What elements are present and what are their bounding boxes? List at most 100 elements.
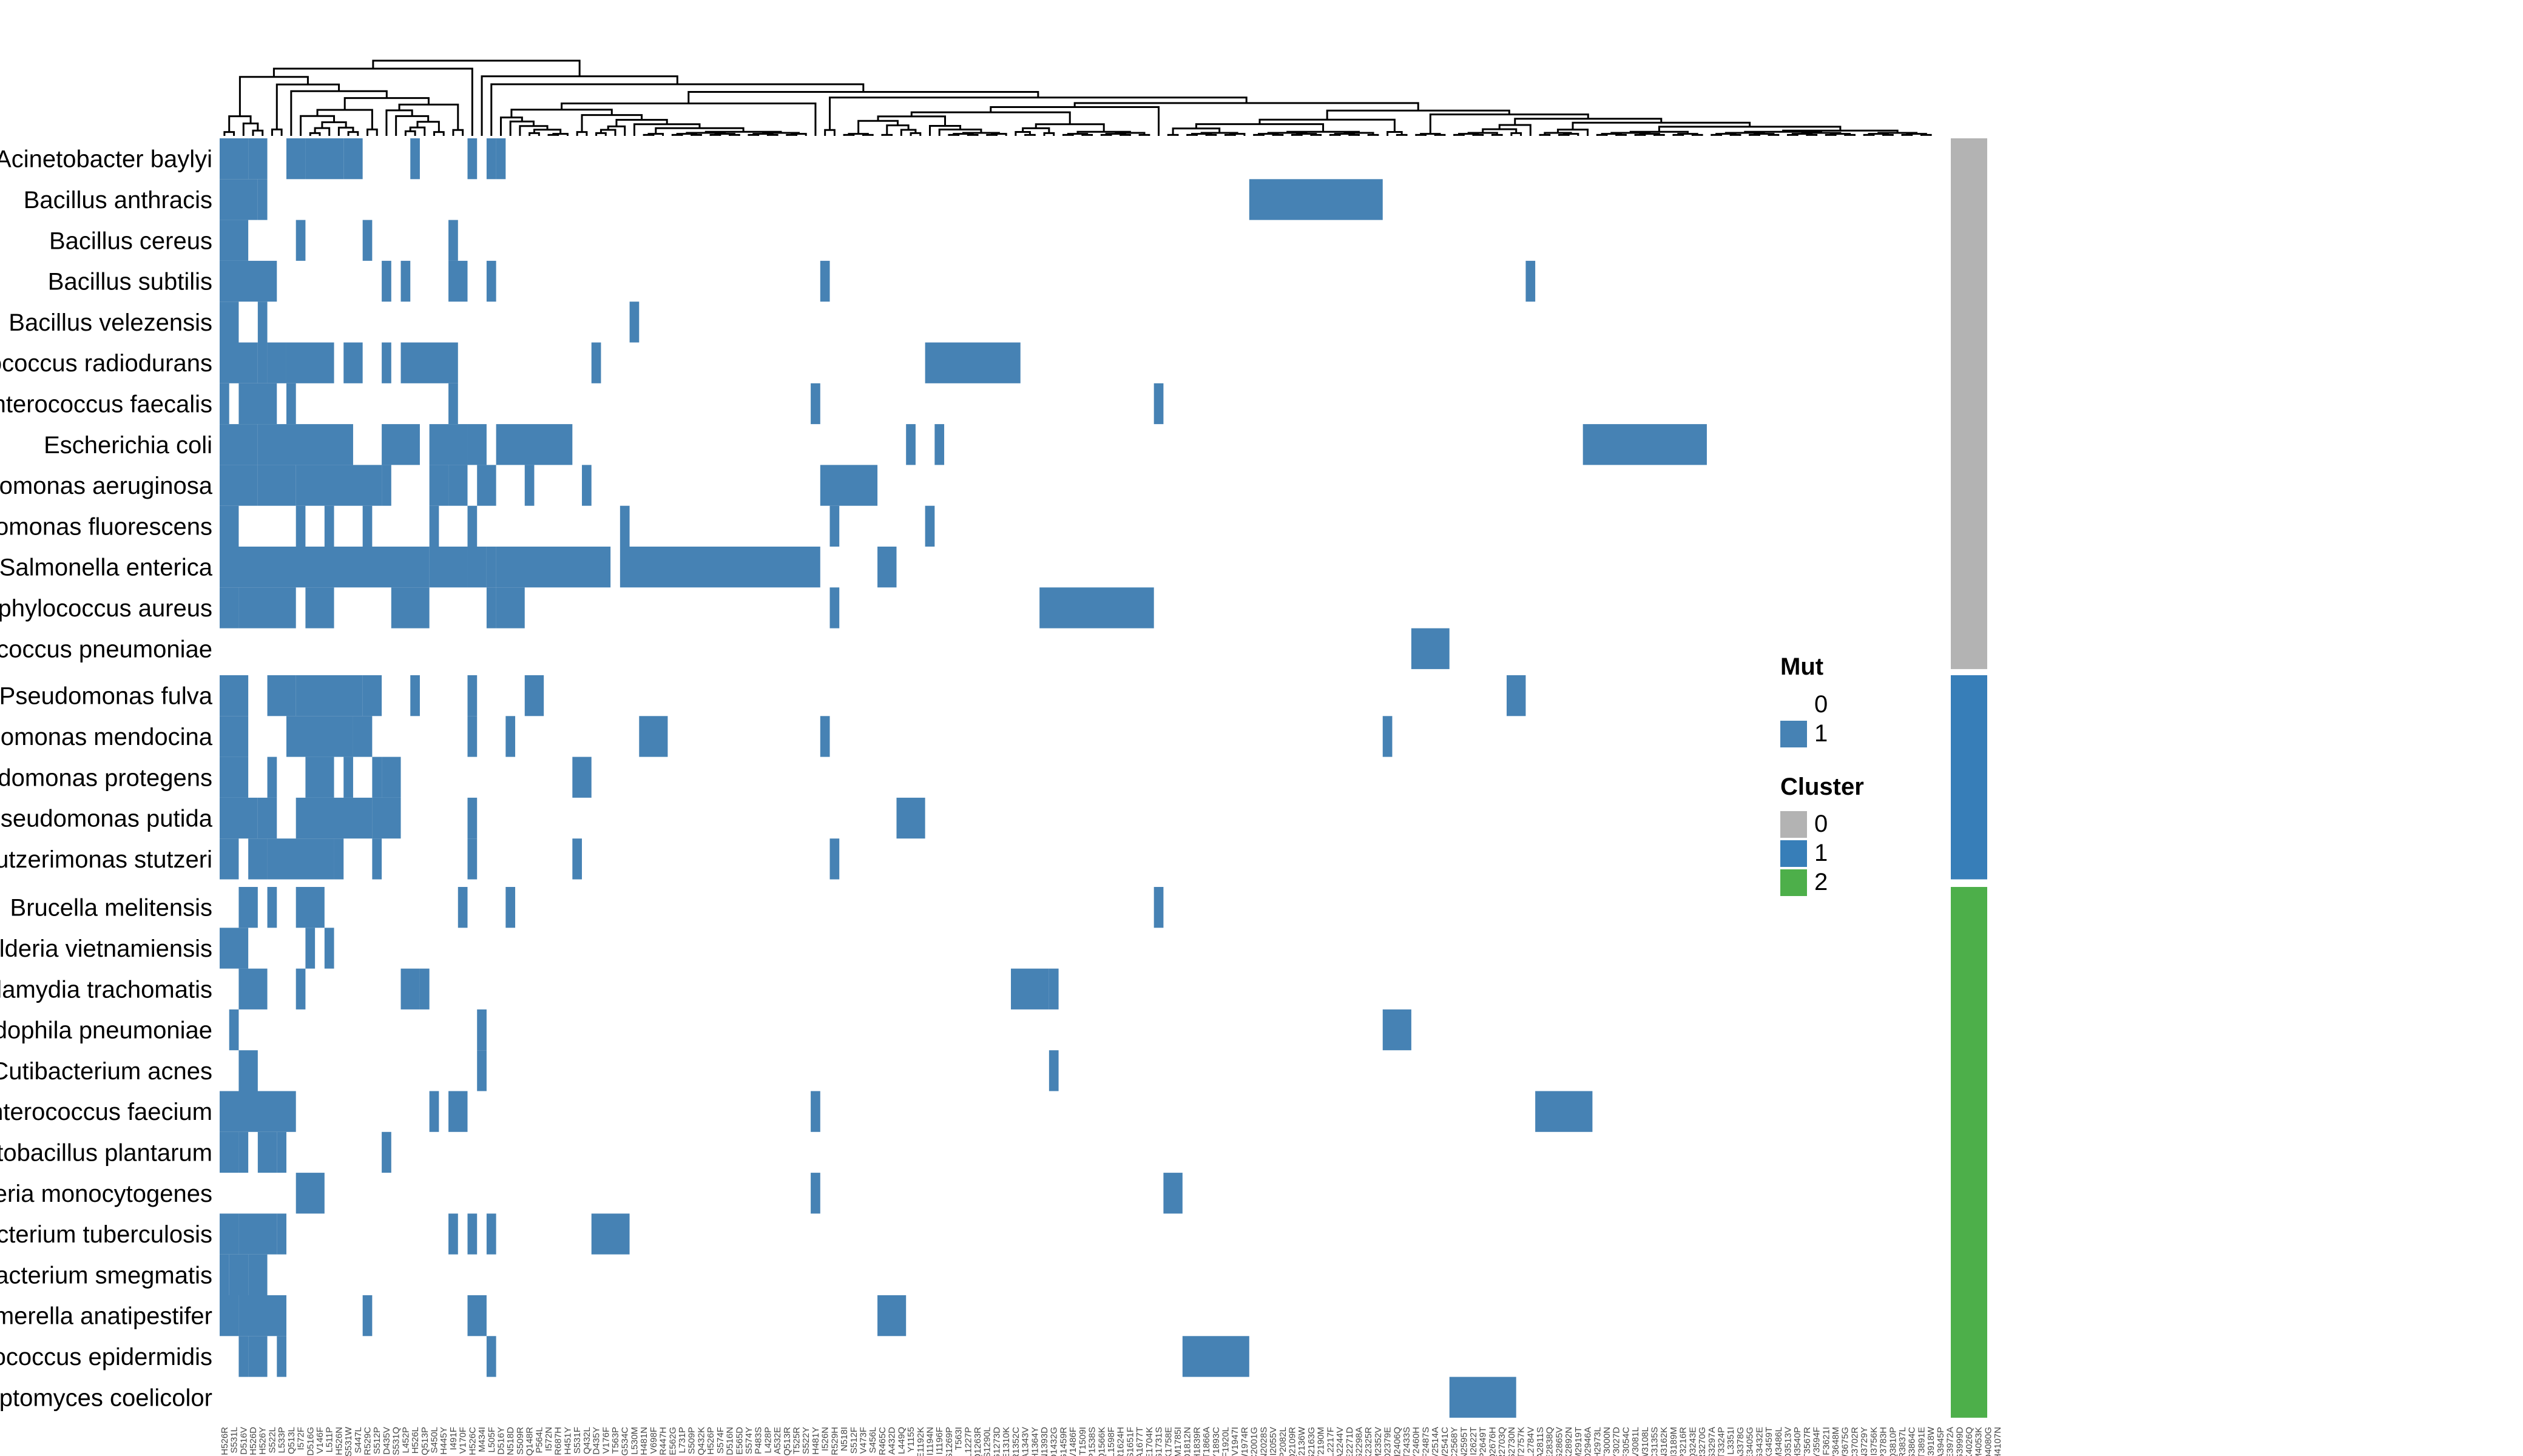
heatmap-cell	[467, 424, 487, 465]
row-label: Pseudomonas mendocina	[0, 724, 213, 750]
heatmap-cell	[467, 675, 478, 716]
column-label: H526Y	[258, 1427, 268, 1455]
dendrogram-branch	[766, 133, 779, 136]
column-label: N2028S	[1258, 1427, 1269, 1456]
dendrogram-branch	[1491, 133, 1503, 136]
column-label: D435V	[382, 1427, 392, 1455]
heatmap-cell	[343, 342, 363, 383]
heatmap-cell	[591, 342, 601, 383]
column-label: Q513L	[286, 1427, 297, 1454]
column-label: W2541C	[1440, 1427, 1450, 1456]
row-label: Staphylococcus aureus	[0, 595, 212, 622]
heatmap-cells	[220, 138, 1707, 1418]
dendrogram-branch	[1100, 133, 1112, 136]
row-label: Escherichia coli	[44, 432, 212, 459]
column-label: V3081L	[1630, 1427, 1641, 1456]
column-label: P1538S	[1087, 1427, 1098, 1456]
column-label: S509R	[515, 1427, 525, 1455]
row-label: Chlamydophila pneumoniae	[0, 1017, 212, 1044]
dendrogram-branch	[1396, 133, 1408, 136]
dendrogram-branch	[1863, 133, 1875, 136]
dendrogram-branch	[1453, 133, 1465, 136]
heatmap-cell	[467, 1295, 487, 1336]
column-label: S3864C	[1907, 1427, 1917, 1456]
heatmap-cell	[419, 968, 430, 1009]
column-label: H526P	[706, 1427, 716, 1455]
heatmap-cell	[505, 716, 516, 757]
column-label: Q1566K	[1096, 1427, 1107, 1456]
heatmap-cell	[429, 465, 449, 506]
dendrogram-branch	[316, 109, 373, 130]
heatmap-cell	[382, 1131, 391, 1173]
column-label: H3540P	[1792, 1427, 1803, 1456]
dendrogram-branch	[1081, 133, 1093, 136]
column-label: S450L	[430, 1427, 440, 1453]
row-label: Mycobacterium tuberculosis	[0, 1221, 212, 1248]
heatmap-cell	[382, 260, 391, 302]
column-label: R447H	[658, 1427, 669, 1455]
column-label: E1192K	[916, 1427, 926, 1456]
heatmap-cell	[486, 547, 496, 588]
heatmap-cell	[934, 424, 945, 465]
row-label: Burkholderia vietnamiensis	[0, 935, 212, 962]
heatmap-cell	[277, 1213, 286, 1255]
heatmap-cell	[220, 928, 249, 969]
dendrogram-branch	[1615, 133, 1627, 136]
column-label: T2190M	[1316, 1427, 1326, 1456]
column-label: H445Y	[439, 1427, 449, 1455]
column-label: C2568Y	[1450, 1427, 1460, 1456]
column-label: M1785I	[1173, 1427, 1183, 1456]
dendrogram-branch	[967, 133, 979, 136]
dendrogram-branch	[1877, 132, 1918, 134]
dendrogram-branch	[615, 118, 668, 127]
column-label: E562G	[667, 1427, 678, 1455]
column-label: W3108L	[1640, 1427, 1650, 1456]
heatmap-cell	[811, 1173, 820, 1214]
legend-label: 2	[1814, 869, 1828, 895]
legend-mut-items: 01	[1780, 691, 1828, 747]
heatmap-cell	[429, 547, 468, 588]
row-label: Pseudomonas protegens	[0, 764, 212, 791]
dendrogram-branch	[1200, 132, 1238, 134]
column-label: R1624H	[1116, 1427, 1126, 1456]
column-label: K2325R	[1363, 1427, 1374, 1456]
dendrogram-branch	[881, 133, 893, 136]
dendrogram-branch	[1744, 130, 1822, 133]
column-label: Y1893C	[1211, 1427, 1221, 1456]
heatmap-cell	[238, 1131, 249, 1173]
heatmap-cell	[486, 138, 496, 180]
dendrogram-branch	[643, 133, 655, 136]
dendrogram-branch	[1415, 133, 1427, 136]
column-label: Q513P	[420, 1427, 430, 1455]
column-label: H526N	[334, 1427, 344, 1455]
dendrogram-branch	[1639, 133, 1660, 135]
column-label: H526C	[467, 1427, 478, 1455]
heatmap-cell	[582, 465, 592, 506]
column-label: L511P	[325, 1427, 335, 1452]
dendrogram-branch	[848, 133, 869, 135]
dendrogram-branch	[1829, 133, 1851, 135]
dendrogram-branch	[1801, 132, 1842, 134]
heatmap-cell	[400, 968, 420, 1009]
column-label: F3621I	[1821, 1427, 1831, 1455]
column-label: R529H	[829, 1427, 840, 1455]
column-label: S509P	[687, 1427, 697, 1454]
column-label: L505F	[487, 1427, 497, 1453]
column-label: H526R	[220, 1427, 230, 1455]
column-label: S456L	[868, 1427, 878, 1453]
heatmap-cell	[267, 342, 286, 383]
dendrogram-branch	[1310, 133, 1322, 136]
legend-swatch	[1780, 692, 1807, 718]
heatmap-cell	[496, 587, 525, 629]
heatmap-cell	[572, 838, 583, 880]
column-label: R1352C	[1011, 1427, 1021, 1456]
heatmap-cell	[220, 505, 239, 547]
dendrogram-branch	[1334, 133, 1356, 135]
heatmap-cell	[220, 260, 277, 302]
column-label: N1393D	[1039, 1427, 1050, 1456]
dendrogram-branch	[1024, 133, 1036, 136]
legend-label: 0	[1814, 811, 1828, 837]
heatmap-cell	[257, 179, 268, 220]
cluster-bar-segment	[1951, 675, 1987, 880]
heatmap-cell	[296, 968, 306, 1009]
